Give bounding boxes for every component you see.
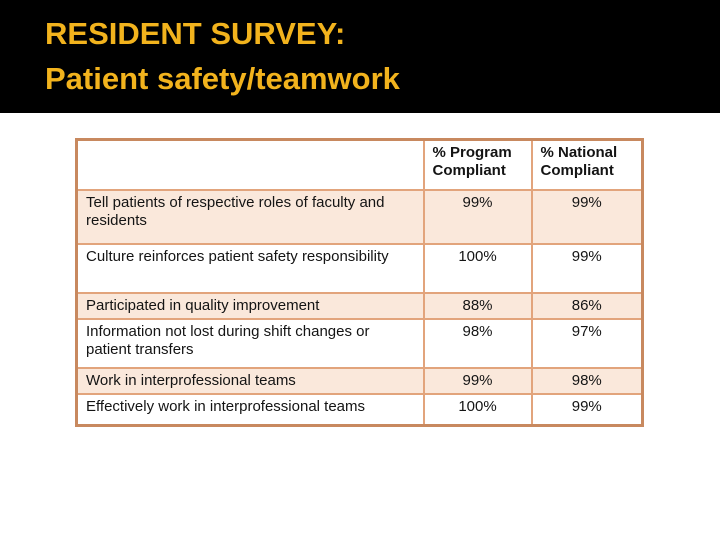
title-banner: RESIDENT SURVEY: Patient safety/teamwork: [0, 0, 720, 113]
national-compliant-value: 98%: [530, 367, 644, 395]
row-label: Tell patients of respective roles of fac…: [75, 189, 425, 245]
program-compliant-value: 99%: [422, 367, 533, 395]
table-row: Information not lost during shift change…: [75, 318, 644, 369]
table-row: Culture reinforces patient safety respon…: [75, 243, 644, 294]
header-empty-cell: [75, 138, 425, 191]
row-label: Information not lost during shift change…: [75, 318, 425, 369]
slide-title-line1: RESIDENT SURVEY:: [45, 16, 346, 51]
national-compliant-value: 99%: [530, 393, 644, 427]
national-compliant-value: 99%: [530, 243, 644, 294]
header-program-compliant: % Program Compliant: [422, 138, 533, 191]
table-row: Work in interprofessional teams 99% 98%: [75, 367, 644, 395]
table-row: Effectively work in interprofessional te…: [75, 393, 644, 427]
survey-table: % Program Compliant % National Compliant…: [75, 138, 644, 427]
national-compliant-value: 97%: [530, 318, 644, 369]
row-label: Work in interprofessional teams: [75, 367, 425, 395]
national-compliant-value: 86%: [530, 292, 644, 320]
table-header-row: % Program Compliant % National Compliant: [75, 138, 644, 191]
program-compliant-value: 99%: [422, 189, 533, 245]
slide-title-line2: Patient safety/teamwork: [45, 61, 400, 96]
table-row: Participated in quality improvement 88% …: [75, 292, 644, 320]
table-row: Tell patients of respective roles of fac…: [75, 189, 644, 245]
row-label: Participated in quality improvement: [75, 292, 425, 320]
row-label: Effectively work in interprofessional te…: [75, 393, 425, 427]
header-national-compliant: % National Compliant: [530, 138, 644, 191]
row-label: Culture reinforces patient safety respon…: [75, 243, 425, 294]
program-compliant-value: 100%: [422, 393, 533, 427]
national-compliant-value: 99%: [530, 189, 644, 245]
program-compliant-value: 98%: [422, 318, 533, 369]
program-compliant-value: 88%: [422, 292, 533, 320]
program-compliant-value: 100%: [422, 243, 533, 294]
